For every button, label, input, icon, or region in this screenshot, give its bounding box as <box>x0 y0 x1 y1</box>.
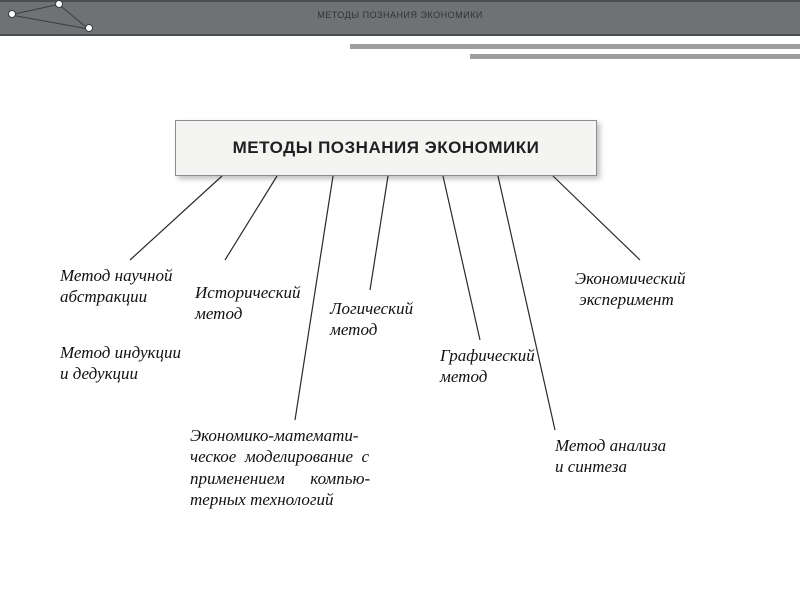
decor-node <box>55 0 63 8</box>
header-title: МЕТОДЫ ПОЗНАНИЯ ЭКОНОМИКИ <box>0 10 800 20</box>
decor-node <box>85 24 93 32</box>
method-analysis: Метод анализа и синтеза <box>555 435 666 478</box>
accent-line-1 <box>350 44 800 49</box>
main-concept-box: МЕТОДЫ ПОЗНАНИЯ ЭКОНОМИКИ <box>175 120 597 176</box>
method-modeling: Экономико-математи- ческое моделирование… <box>190 425 370 510</box>
decor-node <box>8 10 16 18</box>
method-graphical: Графический метод <box>440 345 535 388</box>
accent-line-2 <box>470 54 800 59</box>
main-concept-title: МЕТОДЫ ПОЗНАНИЯ ЭКОНОМИКИ <box>233 138 540 158</box>
method-induction: Метод индукции и дедукции <box>60 342 181 385</box>
method-experiment: Экономический эксперимент <box>575 268 686 311</box>
method-historical: Исторический метод <box>195 282 301 325</box>
connector-line <box>130 176 222 260</box>
method-logical: Логический метод <box>330 298 413 341</box>
connector-line <box>370 176 388 290</box>
method-abstraction: Метод научной абстракции <box>60 265 172 308</box>
connector-line <box>225 176 277 260</box>
connector-line <box>443 176 480 340</box>
connector-line <box>498 176 555 430</box>
connector-line <box>553 176 640 260</box>
